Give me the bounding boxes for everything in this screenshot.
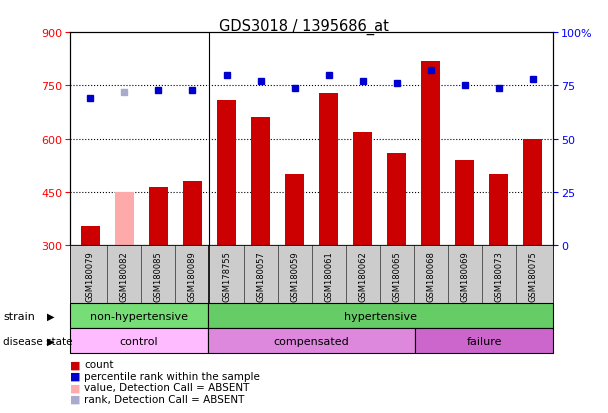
Text: GSM180057: GSM180057 bbox=[256, 250, 265, 301]
Text: GSM180085: GSM180085 bbox=[154, 250, 163, 301]
Text: ■: ■ bbox=[70, 359, 80, 369]
Bar bbox=[387, 154, 406, 246]
Text: disease state: disease state bbox=[3, 336, 72, 346]
Bar bbox=[523, 140, 542, 246]
Bar bbox=[70, 328, 208, 353]
Text: GSM180062: GSM180062 bbox=[358, 250, 367, 301]
Bar bbox=[489, 175, 508, 246]
Text: GSM178755: GSM178755 bbox=[222, 250, 231, 301]
Text: GSM180061: GSM180061 bbox=[324, 250, 333, 301]
Bar bbox=[353, 132, 372, 246]
Text: count: count bbox=[84, 359, 114, 369]
Bar bbox=[455, 161, 474, 246]
Text: ■: ■ bbox=[70, 394, 80, 404]
Bar bbox=[183, 182, 202, 246]
Text: GSM180075: GSM180075 bbox=[528, 250, 537, 301]
Text: ▶: ▶ bbox=[47, 311, 54, 321]
Bar bbox=[285, 175, 304, 246]
Text: non-hypertensive: non-hypertensive bbox=[90, 311, 188, 321]
Bar bbox=[415, 328, 553, 353]
Text: GSM180082: GSM180082 bbox=[120, 250, 129, 301]
Text: percentile rank within the sample: percentile rank within the sample bbox=[84, 371, 260, 381]
Text: strain: strain bbox=[3, 311, 35, 321]
Bar bbox=[208, 328, 415, 353]
Text: value, Detection Call = ABSENT: value, Detection Call = ABSENT bbox=[84, 382, 249, 392]
Bar bbox=[70, 304, 208, 328]
Bar bbox=[217, 100, 236, 246]
Bar bbox=[251, 118, 270, 246]
Text: GSM180059: GSM180059 bbox=[290, 250, 299, 301]
Text: hypertensive: hypertensive bbox=[344, 311, 417, 321]
Text: GSM180073: GSM180073 bbox=[494, 250, 503, 301]
Bar bbox=[421, 62, 440, 246]
Bar bbox=[81, 226, 100, 246]
Text: ■: ■ bbox=[70, 382, 80, 392]
Bar bbox=[149, 187, 168, 246]
Bar bbox=[115, 192, 134, 246]
Text: failure: failure bbox=[466, 336, 502, 346]
Text: GSM180069: GSM180069 bbox=[460, 250, 469, 301]
Bar bbox=[208, 304, 553, 328]
Text: control: control bbox=[120, 336, 158, 346]
Text: GSM180068: GSM180068 bbox=[426, 250, 435, 301]
Text: ■: ■ bbox=[70, 371, 80, 381]
Bar bbox=[319, 93, 338, 246]
Text: rank, Detection Call = ABSENT: rank, Detection Call = ABSENT bbox=[84, 394, 244, 404]
Text: ▶: ▶ bbox=[47, 336, 54, 346]
Text: compensated: compensated bbox=[274, 336, 350, 346]
Text: GSM180079: GSM180079 bbox=[86, 250, 95, 301]
Text: GSM180089: GSM180089 bbox=[188, 250, 197, 301]
Text: GSM180065: GSM180065 bbox=[392, 250, 401, 301]
Text: GDS3018 / 1395686_at: GDS3018 / 1395686_at bbox=[219, 19, 389, 35]
